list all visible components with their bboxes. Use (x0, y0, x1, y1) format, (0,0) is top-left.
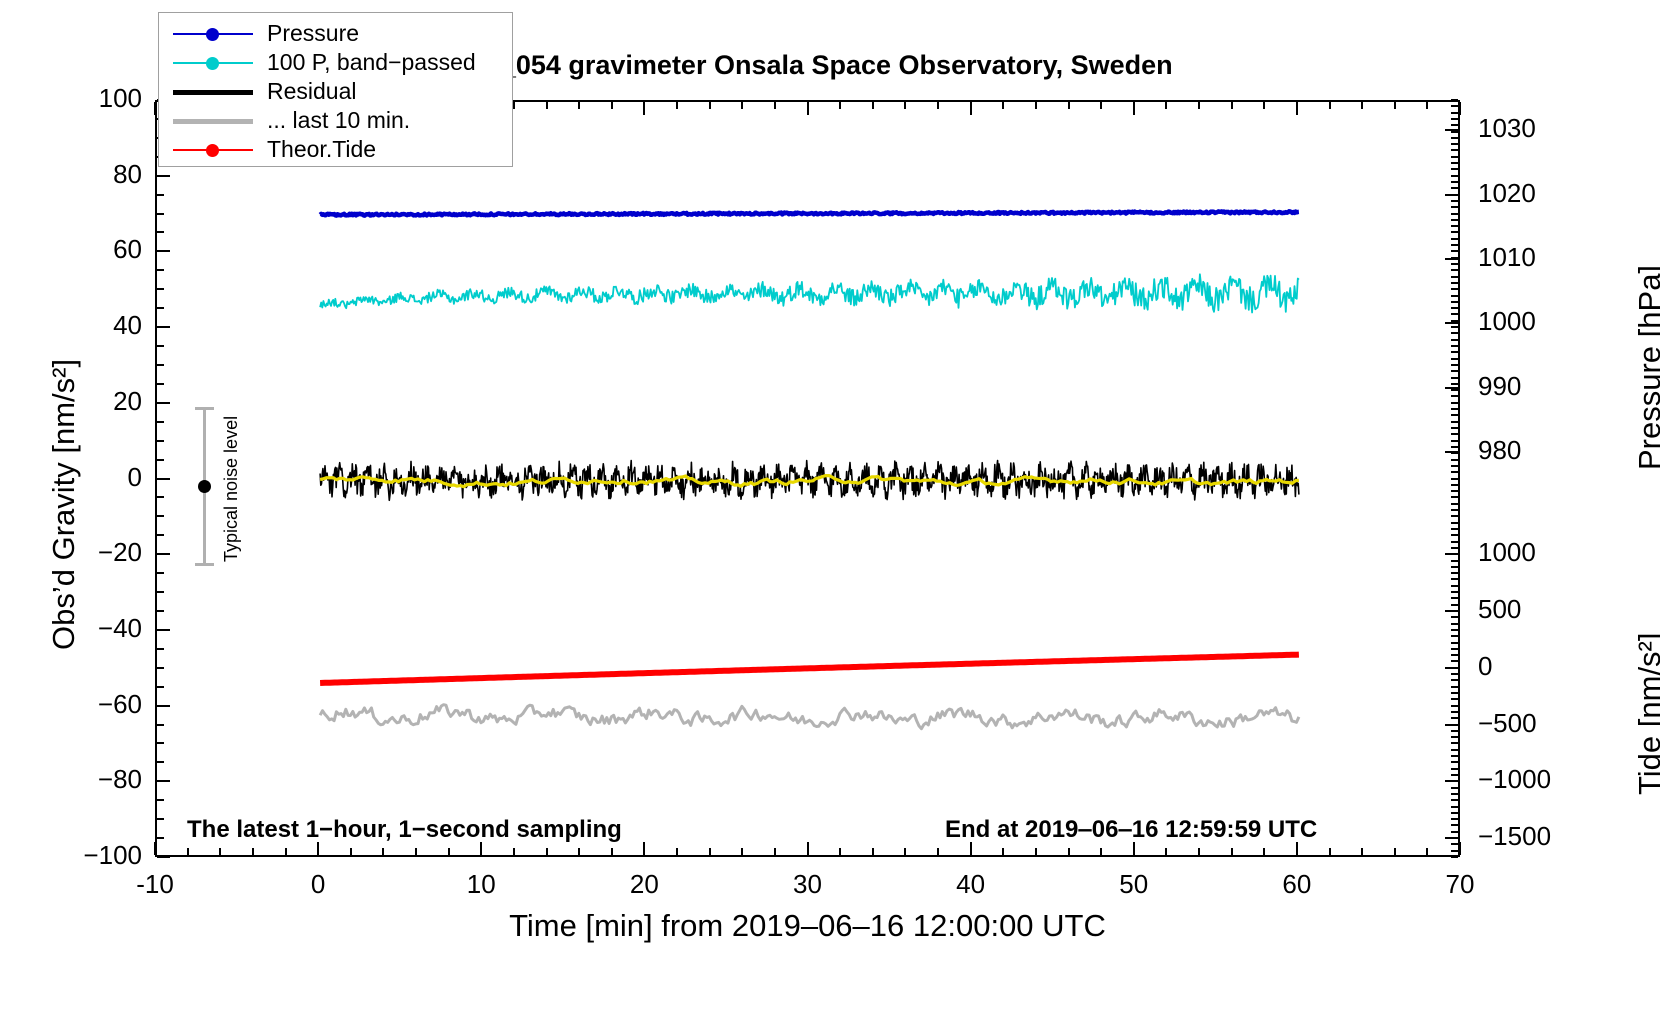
legend-swatch-icon (173, 143, 253, 157)
legend-item-label: ... last 10 min. (267, 107, 411, 133)
y-tick-label-tide: −1000 (1478, 764, 1552, 795)
y-tick-label-left: −80 (97, 764, 142, 795)
legend-swatch-icon (173, 56, 253, 70)
noise-bar-cap-top (195, 407, 214, 410)
y-tick-label-left: −20 (97, 537, 142, 568)
legend-item[interactable]: Pressure (159, 19, 512, 48)
y-tick-label-left: 40 (113, 310, 142, 341)
y-tick-label-left: 60 (113, 234, 142, 265)
y-tick-label-pressure: 1020 (1478, 177, 1536, 208)
legend-marker-dot-icon (206, 56, 219, 70)
x-tick-label: -10 (136, 869, 174, 899)
y-tick-label-pressure: 1010 (1478, 241, 1536, 272)
legend-item-label: 100 P, band−passed (267, 49, 476, 75)
x-tick-label: 40 (956, 869, 986, 899)
y-axis-title-right-pressure: Pressure [hPa] (1632, 264, 1660, 470)
y-tick-label-left: −60 (97, 688, 142, 719)
trace-residual-smoothed (319, 474, 1299, 489)
legend-item[interactable]: Residual (159, 77, 512, 106)
y-tick-label-left: −40 (97, 612, 142, 643)
legend-item-label: Residual (267, 78, 357, 104)
noise-level-label: Typical noise level (221, 415, 241, 562)
y-tick-label-left: 20 (113, 385, 142, 416)
legend-marker-dot-icon (206, 27, 219, 41)
y-tick-label-left: 0 (127, 461, 142, 492)
legend-item[interactable]: ... last 10 min. (159, 106, 512, 135)
trace-pressure (318, 209, 1301, 218)
legend-marker-dot-icon (206, 143, 219, 157)
x-tick-label: 0 (310, 869, 326, 899)
sampling-note: The latest 1−hour, 1−second sampling (187, 816, 622, 843)
y-tick-label-pressure: 1000 (1478, 306, 1536, 337)
y-tick-label-pressure: 1030 (1478, 113, 1536, 144)
legend-item-label: Theor.Tide (267, 136, 377, 162)
typical-noise-level-errorbar (195, 407, 214, 566)
legend-swatch-icon (173, 85, 253, 99)
trace-theoretical-tide (319, 651, 1300, 686)
trace-last-10-min (318, 703, 1301, 731)
x-tick-label: 60 (1282, 869, 1312, 899)
y-tick-label-pressure: 990 (1478, 370, 1522, 401)
y-tick-label-left: 100 (98, 83, 142, 113)
x-tick-label: 10 (466, 869, 496, 899)
chart-legend: Pressure 100 P, band−passed Residual ... la… (158, 12, 513, 167)
y-tick-label-left: 80 (113, 158, 142, 189)
x-tick-label: 20 (629, 869, 659, 899)
y-tick-label-tide: 500 (1478, 593, 1522, 624)
x-tick-label: 50 (1119, 869, 1149, 899)
legend-item[interactable]: Theor.Tide (159, 135, 512, 164)
plot-area: Typical noise level The latest 1−hour, 1… (155, 100, 1460, 857)
legend-item[interactable]: 100 P, band−passed (159, 48, 512, 77)
noise-bar-center-dot (198, 480, 211, 493)
x-tick-label: 30 (793, 869, 822, 899)
y-tick-label-pressure: 980 (1478, 435, 1522, 465)
legend-item-label: Pressure (267, 20, 360, 46)
x-tick-label: 70 (1445, 869, 1475, 899)
end-time-note: End at 2019‒06‒16 12:59:59 UTC (945, 816, 1318, 843)
y-tick-label-tide: −1500 (1478, 821, 1552, 852)
legend-swatch-icon (173, 27, 253, 41)
chart-title: SCG_054 gravimeter Onsala Space Observat… (442, 50, 1173, 80)
legend-swatch-icon (173, 114, 253, 128)
y-tick-label-tide: 1000 (1478, 537, 1536, 568)
y-tick-label-left: −100 (83, 840, 142, 870)
y-axis-title-right-tide: Tide [nm/s²] (1632, 632, 1660, 796)
y-tick-label-tide: −500 (1478, 707, 1537, 738)
trace-band-passed-pressure (319, 273, 1300, 314)
y-tick-label-tide: 0 (1478, 650, 1493, 681)
data-traces (318, 209, 1301, 731)
x-axis-title: Time [min] from 2019‒06‒16 12:00:00 UTC (509, 908, 1106, 943)
noise-bar-cap-bottom (195, 563, 214, 566)
